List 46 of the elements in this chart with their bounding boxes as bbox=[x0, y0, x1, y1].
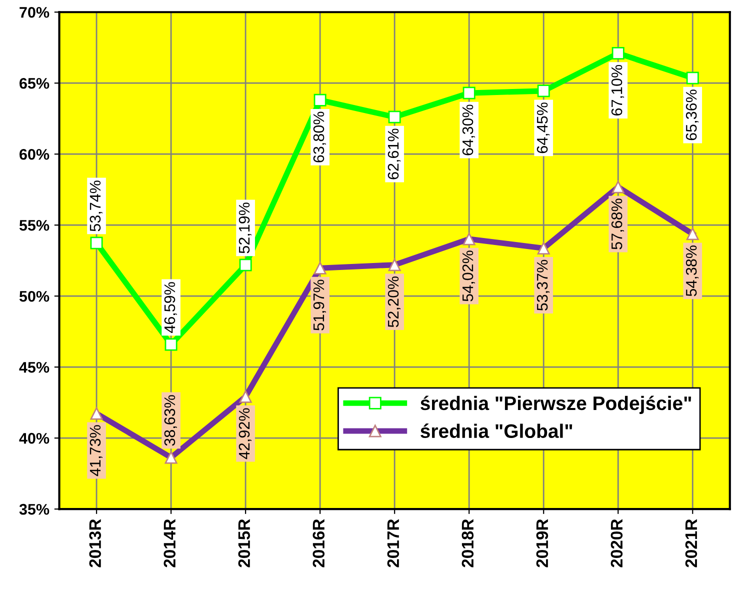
point bbox=[314, 94, 326, 106]
data-label: 64,30% bbox=[462, 104, 475, 156]
point bbox=[388, 110, 401, 124]
y-tick-label: 50% bbox=[19, 290, 50, 302]
data-label: 54,02% bbox=[462, 250, 475, 302]
point bbox=[537, 84, 550, 98]
legend-label: średnia "Global" bbox=[420, 424, 572, 438]
data-label: 63,80% bbox=[313, 112, 326, 162]
y-tick-label: 60% bbox=[20, 148, 50, 160]
data-label: 67,10% bbox=[611, 64, 624, 116]
x-tick-label: 2014R bbox=[164, 519, 176, 568]
x-tick-label: 2016R bbox=[312, 519, 325, 568]
data-label: 46,59% bbox=[164, 282, 177, 334]
point bbox=[686, 72, 699, 84]
data-label: 52,19% bbox=[238, 202, 252, 254]
data-label: 38,63% bbox=[164, 395, 177, 446]
y-tick-label: 65% bbox=[20, 78, 50, 89]
x-tick-label: 2017R bbox=[387, 519, 400, 568]
x-tick-label: 2020R bbox=[610, 519, 623, 568]
x-tick-label: 2021R bbox=[685, 519, 698, 568]
x-tick-label: 2015R bbox=[238, 519, 250, 568]
point bbox=[90, 236, 103, 250]
legend-label: średnia "Pierwsze Podejście" bbox=[420, 396, 692, 414]
point bbox=[612, 47, 624, 60]
x-tick-label: 2018R bbox=[462, 519, 474, 568]
y-tick-label: 55% bbox=[19, 220, 50, 231]
y-tick-label: 35% bbox=[19, 504, 50, 515]
data-label: 52,20% bbox=[388, 276, 400, 328]
data-label: 51,97% bbox=[313, 280, 326, 330]
data-label: 65,36% bbox=[686, 90, 699, 140]
data-label: 54,38% bbox=[686, 246, 699, 296]
data-label: 57,68% bbox=[611, 198, 624, 250]
x-tick-label: 2019R bbox=[536, 519, 548, 568]
point bbox=[462, 86, 476, 100]
point bbox=[164, 338, 178, 351]
y-tick-label: 45% bbox=[19, 362, 50, 373]
data-label: 42,92% bbox=[238, 408, 252, 460]
data-label: 53,37% bbox=[536, 260, 550, 311]
y-tick-label: 40% bbox=[19, 432, 50, 444]
point bbox=[239, 258, 252, 272]
data-label: 53,74% bbox=[90, 180, 102, 232]
data-label: 41,73% bbox=[90, 425, 102, 476]
data-label: 64,45% bbox=[536, 102, 550, 154]
x-tick-label: 2013R bbox=[89, 519, 102, 568]
y-tick-label: 70% bbox=[20, 6, 50, 18]
data-label: 62,61% bbox=[388, 128, 400, 180]
